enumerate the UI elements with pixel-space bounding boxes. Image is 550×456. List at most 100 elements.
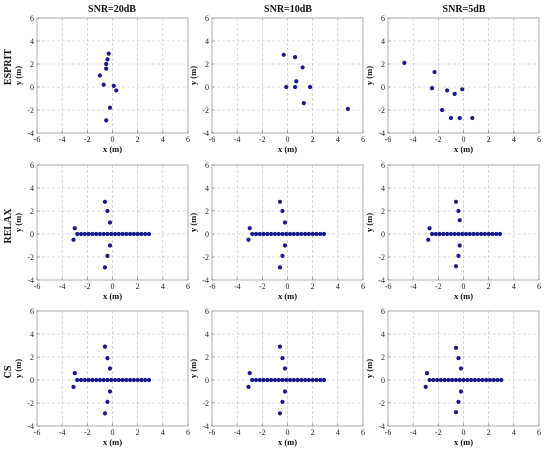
panel-r2c3-point-24 — [457, 243, 462, 248]
panel-r2c1-point-23 — [143, 231, 148, 237]
panel-r2c3-point-5 — [429, 231, 435, 237]
panel-r2c2-point-5 — [250, 231, 255, 237]
panel-r3c1-point-13 — [105, 377, 110, 383]
panel-r3c1-point-24 — [146, 377, 152, 383]
panel-r1c1-ytick-label-1: -2 — [27, 106, 34, 115]
panel-r3c1-point-26 — [105, 399, 110, 404]
panel-r3c2-point-16 — [291, 377, 296, 383]
panel-r2c2-ytick-label-5: 6 — [205, 161, 209, 170]
panel-r3c1-xtick-label-4: 2 — [136, 428, 140, 437]
panel-r3c1-point-6 — [78, 377, 84, 383]
panel-r2c3-xtick-label-3: 0 — [462, 282, 466, 291]
panel-r2c2-point-16 — [291, 231, 296, 237]
panel-r2c1-ytick-label-0: -4 — [27, 276, 34, 285]
panel-r1c2-xtick-label-0: -6 — [209, 135, 216, 144]
panel-r2c2-point-27 — [277, 265, 283, 270]
panel-r2c1-point-12 — [101, 231, 106, 237]
panel-r1c1-xtick-label-6: 6 — [186, 135, 190, 144]
panel-r1c1-ylabel: y (m) — [13, 66, 23, 85]
panel-r2c1-point-22 — [139, 231, 144, 237]
panel-r1c2-ytick-label-2: 0 — [205, 83, 209, 92]
panel-r2c2-point-24 — [321, 231, 327, 237]
panel-r3c1-point-5 — [75, 377, 80, 383]
panel-r1c2-xtick-label-6: 6 — [361, 135, 365, 144]
panel-r2c1-ytick-label-5: 6 — [30, 161, 34, 170]
panel-r1c3-point-4 — [452, 91, 457, 96]
panel-r1c2-point-3 — [294, 79, 299, 84]
panel-r2c1-point-13 — [105, 231, 110, 237]
panel-r2c2-xtick-label-3: 0 — [286, 282, 290, 291]
panel-r2c2-point-2 — [282, 220, 288, 225]
panel-r3c3-point-22 — [491, 377, 496, 383]
panel-r3c3-point-20 — [484, 377, 489, 383]
panel-r3c2-ytick-label-1: -2 — [202, 399, 209, 408]
panel-r1c1-point-1 — [105, 57, 110, 62]
panel-r3c3-ytick-label-0: -4 — [378, 422, 385, 431]
panel-r2c1-point-17 — [120, 231, 125, 237]
panel-r2c2-ytick-label-1: -2 — [202, 253, 209, 262]
panel-r2c1-point-5 — [75, 231, 80, 237]
panel-r1c1-xtick-label-0: -6 — [34, 135, 41, 144]
panel-r1c1-ytick-label-0: -4 — [27, 129, 34, 138]
panel-r2c1-point-21 — [135, 231, 140, 237]
panel-r3c3-xtick-label-1: -4 — [410, 428, 417, 437]
panel-r3c1-point-27 — [102, 411, 108, 416]
panel-r1c1-point-9 — [104, 118, 109, 123]
panel-r2c1-point-16 — [116, 231, 121, 237]
row-label-1: ESPRIT — [3, 49, 14, 85]
panel-r2c1-point-18 — [124, 231, 129, 237]
panel-r1c1-point-8 — [107, 105, 113, 110]
panel-r1c3-point-9 — [470, 115, 475, 121]
panel-r3c2-ytick-label-4: 4 — [205, 330, 209, 339]
panel-r1c2-ytick-label-3: 2 — [205, 60, 209, 69]
panel-r2c1-ytick-label-4: 4 — [30, 184, 34, 193]
panel-r1c2-point-1 — [292, 55, 298, 60]
panel-r2c3-xtick-label-6: 6 — [537, 282, 541, 291]
panel-r1c3-xtick-label-6: 6 — [537, 135, 541, 144]
panel-r2c2-xtick-label-2: -2 — [259, 282, 266, 291]
panel-r3c1-point-20 — [131, 377, 136, 383]
panel-r2c3-point-12 — [456, 231, 461, 237]
panel-r3c1-ytick-label-1: -2 — [27, 399, 34, 408]
panel-r1c3-ytick-label-5: 6 — [381, 14, 385, 23]
panel-r1c1-point-0 — [106, 51, 111, 56]
panel-r3c1-xtick-label-5: 4 — [161, 428, 165, 437]
panel-r1c1-ytick-label-2: 0 — [30, 83, 34, 92]
panel-r3c3-point-9 — [442, 377, 447, 383]
panel-r2c3-point-11 — [452, 231, 457, 237]
panel-r2c2-point-25 — [282, 243, 288, 248]
panel-r1c1-xtick-label-4: 2 — [136, 135, 140, 144]
panel-r2c1-ytick-label-2: 0 — [30, 230, 34, 239]
panel-r2c1-xtick-label-0: -6 — [34, 282, 41, 291]
panel-r3c1-point-25 — [107, 389, 113, 394]
panel-r3c2-point-20 — [306, 377, 311, 383]
panel-r2c3-xtick-label-4: 2 — [487, 282, 491, 291]
panel-r2c3-point-0 — [453, 199, 459, 204]
panel-r3c3-point-13 — [457, 377, 462, 383]
panel-r3c2-xtick-label-5: 4 — [336, 428, 340, 437]
panel-r3c2-point-2 — [282, 366, 288, 371]
panel-r3c2-point-12 — [276, 377, 281, 383]
panel-r3c2-point-8 — [261, 377, 266, 383]
panel-r2c2-ylabel: y (m) — [188, 213, 198, 232]
panel-r3c2-point-15 — [287, 377, 293, 383]
panel-r3c3-xtick-label-3: 0 — [462, 428, 466, 437]
panel-r3c1-ylabel: y (m) — [13, 359, 23, 378]
panel-r3c2-point-4 — [246, 384, 251, 389]
panel-r2c3-point-4 — [426, 237, 431, 242]
panel-r1c3-point-1 — [432, 69, 437, 75]
panel-r2c3-point-25 — [456, 253, 461, 258]
panel-r3c3-ytick-label-5: 6 — [381, 307, 385, 316]
panel-r2c3-xtick-label-5: 4 — [512, 282, 516, 291]
panel-r3c2-point-27 — [277, 411, 283, 416]
panel-r3c2-point-19 — [303, 377, 308, 383]
panel-r2c3-point-2 — [457, 218, 462, 223]
panel-r3c3-ytick-label-1: -2 — [378, 399, 385, 408]
panel-r2c2-xtick-label-5: 4 — [336, 282, 340, 291]
panel-r2c1-xtick-label-2: -2 — [84, 282, 91, 291]
panel-r1c1-ytick-label-5: 6 — [30, 14, 34, 23]
panel-r1c3-xtick-label-5: 4 — [512, 135, 516, 144]
